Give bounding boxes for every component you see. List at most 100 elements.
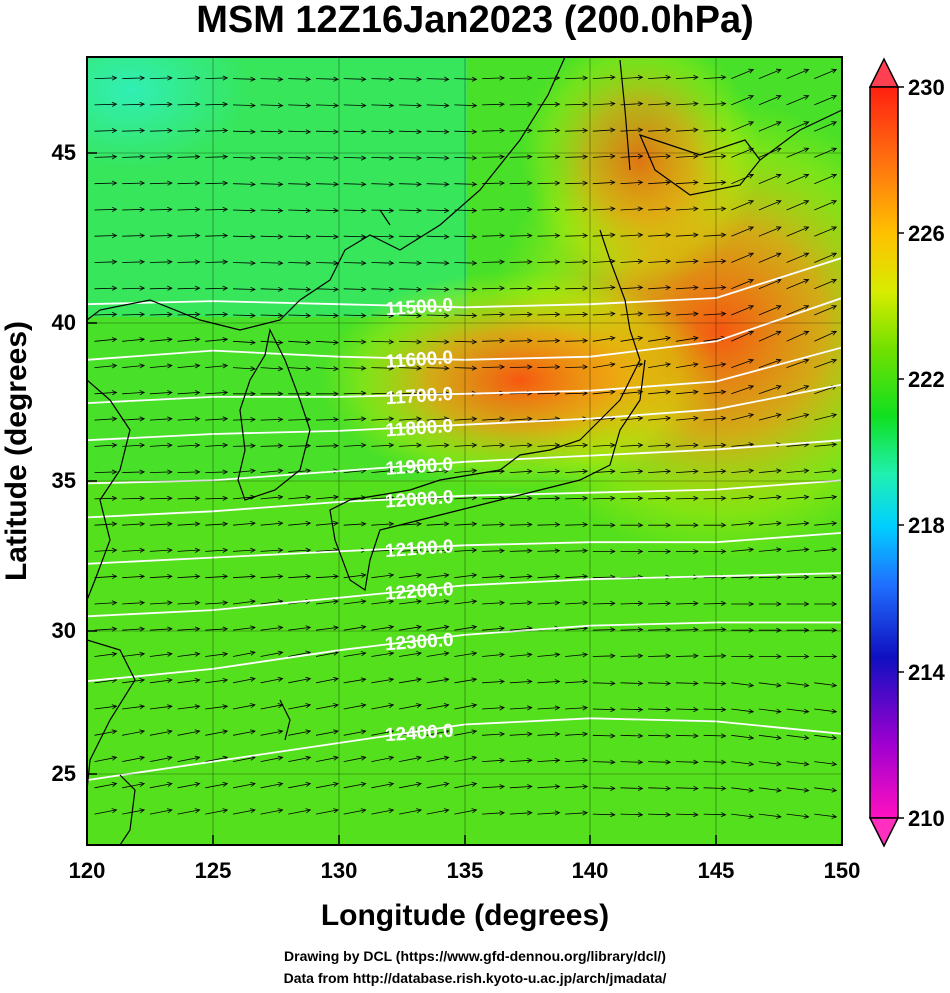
wind-arrow xyxy=(509,311,533,317)
wind-arrow xyxy=(592,206,616,212)
wind-arrow xyxy=(592,335,616,342)
wind-arrow xyxy=(205,75,229,81)
wind-arrow xyxy=(509,206,533,212)
wind-arrow xyxy=(343,521,367,527)
wind-arrow xyxy=(565,285,589,291)
wind-arrow xyxy=(288,494,312,500)
wind-arrow xyxy=(675,153,699,159)
wind-arrow xyxy=(122,285,146,291)
wind-arrow xyxy=(482,626,506,632)
wind-arrow xyxy=(205,469,229,475)
wind-arrow xyxy=(315,155,339,161)
colorbar-tick-label: 210 xyxy=(908,806,945,831)
wind-arrow xyxy=(758,173,782,185)
wind-arrow xyxy=(675,389,699,395)
wind-arrow xyxy=(177,337,201,343)
wind-arrow xyxy=(260,181,284,187)
wind-arrow xyxy=(703,812,727,818)
wind-arrow xyxy=(786,813,810,819)
wind-arrow xyxy=(592,653,616,659)
wind-arrow xyxy=(94,729,118,736)
wind-arrow xyxy=(371,651,395,657)
warm-region-central xyxy=(320,270,720,490)
contour-label: 12200.0 xyxy=(384,579,454,605)
wind-arrow xyxy=(537,101,561,107)
wind-arrow xyxy=(149,101,173,107)
wind-arrow xyxy=(565,784,589,790)
wind-arrow xyxy=(343,260,367,266)
wind-arrow xyxy=(177,600,201,606)
wind-arrow xyxy=(94,180,118,186)
wind-arrow xyxy=(122,651,146,657)
wind-arrow xyxy=(703,311,727,317)
wind-arrow xyxy=(454,468,478,474)
wind-arrow xyxy=(731,547,755,553)
wind-arrow xyxy=(260,443,284,449)
wind-arrow xyxy=(537,574,561,580)
wind-arrow xyxy=(343,703,367,710)
wind-arrow xyxy=(758,330,782,342)
wind-arrow xyxy=(454,547,478,553)
wind-arrow xyxy=(232,808,256,815)
wind-arrow xyxy=(205,416,229,422)
wind-arrow xyxy=(648,362,672,368)
wind-arrow xyxy=(620,680,644,686)
wind-arrow xyxy=(371,468,395,474)
wind-arrow xyxy=(122,233,146,239)
wind-arrow xyxy=(675,362,699,368)
wind-arrow xyxy=(592,389,616,395)
wind-arrow xyxy=(454,572,478,579)
wind-arrow xyxy=(399,703,423,710)
wind-arrow xyxy=(675,548,699,554)
wind-arrow xyxy=(371,729,395,736)
wind-arrow xyxy=(371,677,395,684)
contour-label: 12100.0 xyxy=(384,536,454,562)
wind-arrow xyxy=(565,75,589,81)
wind-arrow xyxy=(315,234,339,240)
wind-arrow xyxy=(620,733,644,739)
wind-arrow xyxy=(482,206,506,212)
wind-arrow xyxy=(620,362,644,368)
wind-arrow xyxy=(814,305,838,316)
wind-arrow xyxy=(149,469,173,475)
wind-arrow xyxy=(620,707,644,713)
wind-arrow xyxy=(149,363,173,369)
wind-arrow xyxy=(786,305,810,316)
wind-arrow xyxy=(482,259,506,265)
wind-arrow xyxy=(399,416,423,422)
wind-arrow xyxy=(703,733,727,739)
contour-label: 12000.0 xyxy=(384,487,454,513)
wind-arrow xyxy=(482,338,506,344)
wind-arrow xyxy=(565,757,589,763)
wind-arrow xyxy=(122,678,146,684)
wind-arrow xyxy=(149,574,173,580)
wind-arrow xyxy=(177,547,201,553)
wind-arrow xyxy=(703,180,727,186)
wind-arrow xyxy=(149,128,173,134)
wind-arrow xyxy=(260,208,284,214)
wind-arrow xyxy=(758,121,782,132)
wind-arrow xyxy=(454,181,478,187)
wind-arrow xyxy=(592,362,616,368)
y-axis-title: Latitude (degrees) xyxy=(0,321,33,581)
wind-arrow xyxy=(149,390,173,396)
wind-arrow xyxy=(703,653,727,659)
wind-arrow xyxy=(316,391,339,397)
wind-arrow xyxy=(675,680,699,686)
wind-arrow xyxy=(814,787,838,793)
wind-arrow xyxy=(537,522,561,528)
wind-arrow xyxy=(758,252,782,263)
wind-arrow xyxy=(399,365,423,371)
wind-arrow xyxy=(509,128,533,134)
wind-arrow xyxy=(371,390,395,396)
wind-arrow xyxy=(260,234,284,240)
wind-arrow xyxy=(814,547,838,553)
wind-arrow xyxy=(343,599,367,605)
wind-arrow xyxy=(509,233,533,239)
wind-arrow xyxy=(205,495,229,501)
cool-region xyxy=(87,57,250,170)
wind-arrow xyxy=(399,208,423,214)
wind-arrow xyxy=(620,495,644,501)
wind-arrow xyxy=(94,469,118,475)
wind-arrow xyxy=(758,574,782,580)
